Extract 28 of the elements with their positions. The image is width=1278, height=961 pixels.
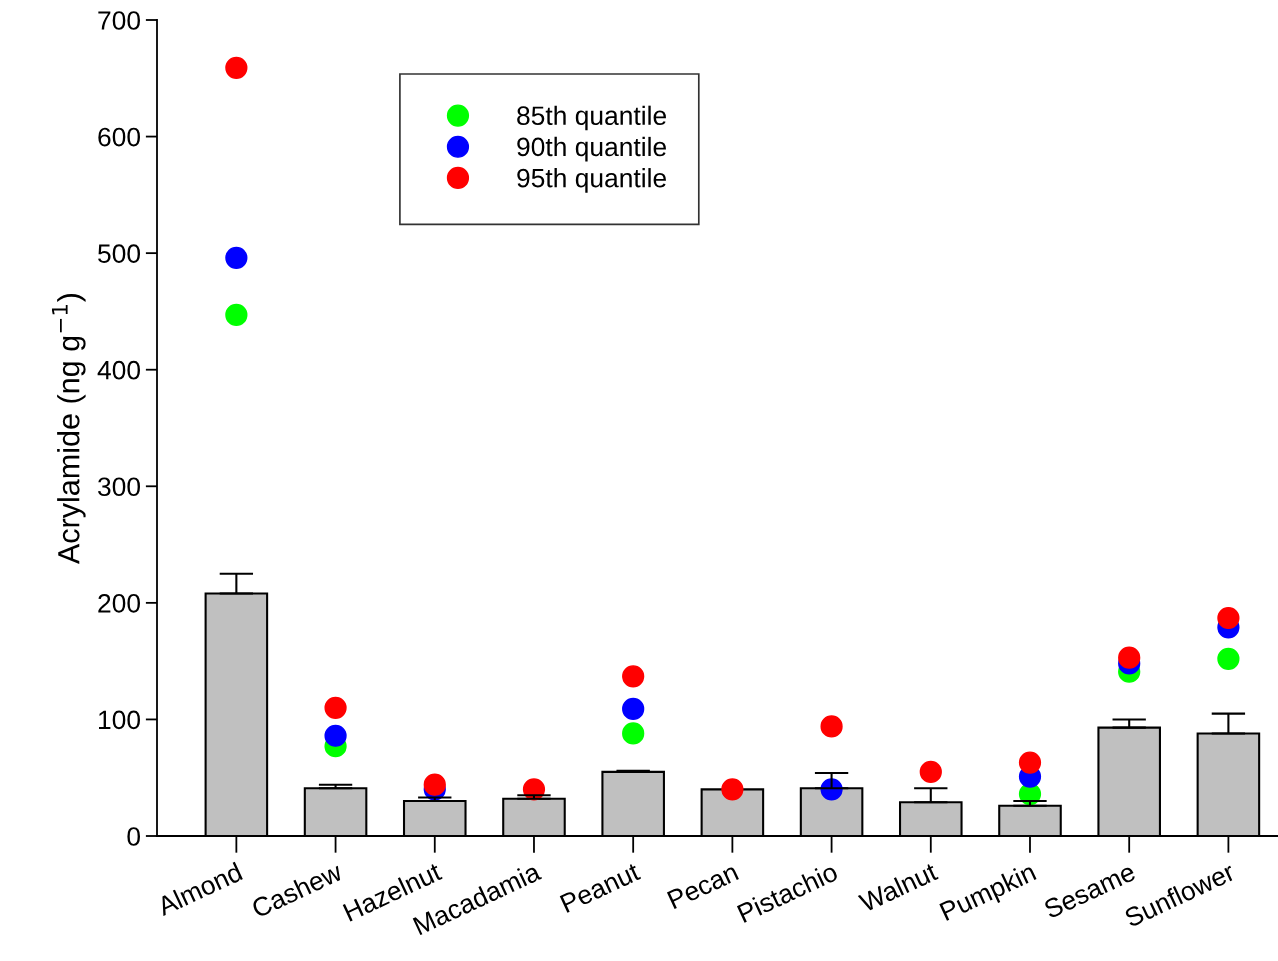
point: [1217, 606, 1240, 630]
y-tick-label: 700: [98, 11, 140, 30]
point: [1118, 646, 1141, 669]
y-axis-title: Acrylamide (ng g$^{−1}$): [51, 293, 86, 565]
point: [721, 778, 744, 801]
point: [622, 697, 645, 721]
point: [820, 715, 843, 738]
point: [324, 696, 347, 719]
y-tick-label: 600: [98, 127, 140, 147]
legend-label: 85th quantile: [517, 105, 666, 131]
point: [225, 56, 248, 79]
point: [622, 722, 645, 745]
y-tick-label: 0: [127, 827, 140, 846]
y-tick-label: 500: [98, 244, 140, 263]
y-tick-label: 400: [97, 360, 140, 380]
y-tick-label: 100: [99, 710, 140, 730]
legend-label: 90th quantile: [517, 136, 666, 162]
y-tick-label: 200: [98, 593, 140, 613]
point: [225, 303, 248, 327]
point: [324, 724, 347, 747]
legend-label: 95th quantile: [517, 168, 666, 193]
point: [919, 760, 942, 783]
y-tick-label: 300: [98, 477, 140, 497]
point: [225, 246, 248, 269]
point: [622, 665, 645, 688]
point: [1217, 647, 1240, 670]
point: [423, 773, 446, 796]
point: [1018, 751, 1042, 774]
